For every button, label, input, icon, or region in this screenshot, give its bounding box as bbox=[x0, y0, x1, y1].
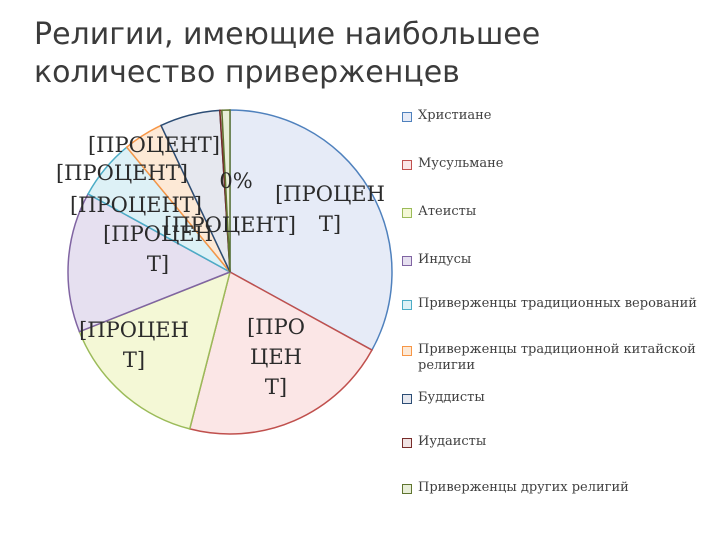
legend-label: Приверженцы традиционной китайской религ… bbox=[418, 342, 696, 373]
legend-item-9: Приверженцы других религий bbox=[402, 480, 718, 496]
legend-item-1: Христиане bbox=[402, 108, 718, 124]
legend-swatch bbox=[402, 346, 412, 356]
legend-label: Христиане bbox=[418, 108, 492, 123]
legend-item-7: Буддисты bbox=[402, 390, 718, 406]
legend-swatch bbox=[402, 256, 412, 266]
legend-swatch bbox=[402, 438, 412, 448]
legend-item-2: Мусульмане bbox=[402, 156, 718, 172]
pie-slice-9 bbox=[221, 109, 231, 273]
legend-swatch bbox=[402, 300, 412, 310]
legend-label: Приверженцы других религий bbox=[418, 480, 629, 495]
data-label-5: [ПРОЦЕНТ] bbox=[88, 133, 220, 157]
legend-item-6: Приверженцы традиционной китайской религ… bbox=[402, 342, 718, 374]
legend-label: Иудаисты bbox=[418, 434, 487, 449]
legend-item-5: Приверженцы традиционных верований bbox=[402, 296, 718, 312]
legend-item-3: Атеисты bbox=[402, 204, 718, 220]
legend-swatch bbox=[402, 208, 412, 218]
legend-label: Приверженцы традиционных верований bbox=[418, 296, 697, 311]
data-label-6: [ПРОЦЕНТ] bbox=[56, 161, 188, 185]
legend-label: Буддисты bbox=[418, 390, 485, 405]
legend-item-4: Индусы bbox=[402, 252, 718, 268]
chart-title: Религии, имеющие наибольшее количество п… bbox=[34, 17, 541, 90]
legend-swatch bbox=[402, 484, 412, 494]
legend-label: Атеисты bbox=[418, 204, 477, 219]
pie-slice-4 bbox=[67, 192, 232, 333]
data-label-3: [ПРОЦЕН Т] bbox=[79, 318, 189, 372]
pie-slice-2 bbox=[188, 270, 373, 435]
legend-swatch bbox=[402, 394, 412, 404]
data-label-8: 0% bbox=[219, 169, 252, 193]
legend-label: Индусы bbox=[418, 252, 472, 267]
data-label-4: [ПРОЦЕН Т] bbox=[103, 222, 213, 276]
pie-slice-3 bbox=[78, 270, 232, 430]
legend-swatch bbox=[402, 112, 412, 122]
data-label-1: [ПРОЦЕН Т] bbox=[275, 182, 385, 236]
pie-slice-1 bbox=[229, 109, 393, 352]
legend-label: Мусульмане bbox=[418, 156, 504, 171]
data-label-2: [ПРО ЦЕН Т] bbox=[247, 315, 305, 399]
data-label-9: [ПРОЦЕНТ] bbox=[70, 193, 202, 217]
legend-item-8: Иудаисты bbox=[402, 434, 718, 450]
data-label-7: [ПРОЦЕНТ] bbox=[164, 213, 296, 237]
legend-swatch bbox=[402, 160, 412, 170]
